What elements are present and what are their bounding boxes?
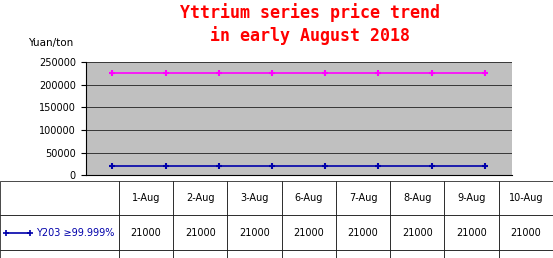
Bar [227,181,281,215]
Bar [390,250,445,258]
Text: 1-Aug: 1-Aug [132,193,160,203]
Bar [227,215,281,250]
Text: 21000: 21000 [185,228,216,238]
Bar [445,181,499,215]
Text: 21000: 21000 [456,228,487,238]
Bar [336,181,390,215]
Text: Date: Date [518,190,543,200]
Text: Yuan/ton: Yuan/ton [28,38,74,48]
Text: 8-Aug: 8-Aug [403,193,431,203]
Text: 21000: 21000 [239,228,270,238]
Bar [119,181,173,215]
Text: 10-Aug: 10-Aug [509,193,543,203]
Text: 21000: 21000 [131,228,161,238]
Text: Y203 ≥99.999%: Y203 ≥99.999% [36,228,114,238]
Bar [0,250,119,258]
Text: Yttrium series price trend
in early August 2018: Yttrium series price trend in early Augu… [180,3,440,45]
Bar [336,215,390,250]
Bar [227,250,281,258]
Bar [119,215,173,250]
Bar [499,250,553,258]
Bar [445,250,499,258]
Bar [281,215,336,250]
Text: 21000: 21000 [348,228,378,238]
Text: 6-Aug: 6-Aug [295,193,323,203]
Text: 21000: 21000 [510,228,541,238]
Text: 7-Aug: 7-Aug [349,193,377,203]
Bar [499,215,553,250]
Bar [499,181,553,215]
Bar [173,250,227,258]
Bar [173,181,227,215]
Bar [119,250,173,258]
Text: 21000: 21000 [402,228,432,238]
Bar [390,215,445,250]
Bar [281,181,336,215]
Text: 9-Aug: 9-Aug [457,193,486,203]
Text: 3-Aug: 3-Aug [241,193,269,203]
Bar [0,215,119,250]
Bar [281,250,336,258]
Bar [0,181,119,215]
Bar [173,215,227,250]
Text: 21000: 21000 [294,228,324,238]
Bar [445,215,499,250]
Text: 2-Aug: 2-Aug [186,193,215,203]
Bar [336,250,390,258]
Bar [390,181,445,215]
